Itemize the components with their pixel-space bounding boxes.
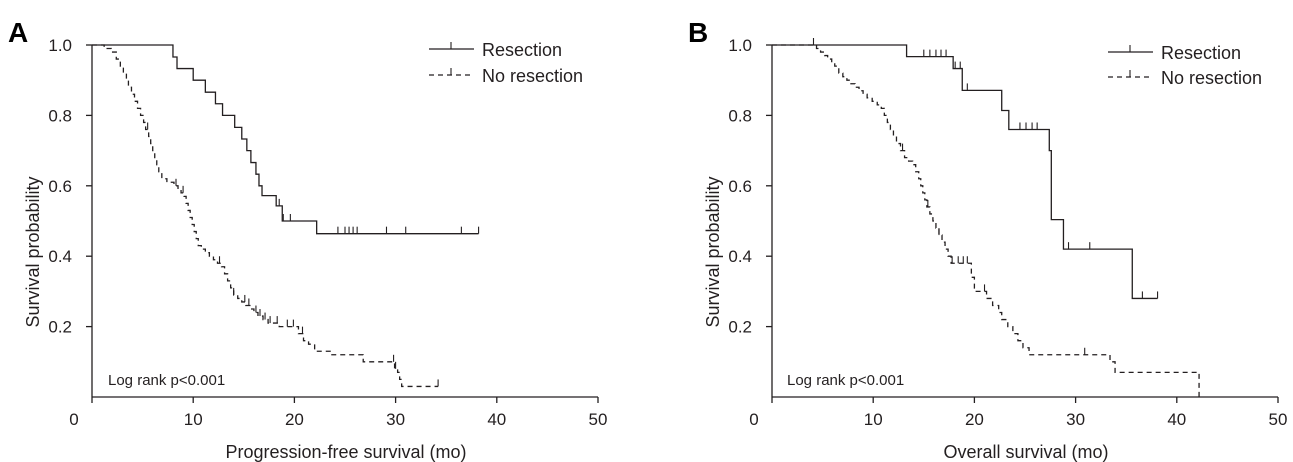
panel-a-y-tick-label: 0.2	[48, 318, 72, 337]
panel-b-y-tick-label: 1.0	[728, 36, 752, 55]
panel-a-curve-resection	[92, 44, 479, 235]
panel-b-x-tick-label: 10	[864, 410, 883, 429]
panel-b-x-tick-label: 50	[1269, 410, 1288, 429]
panel-b-curve-no-resection	[772, 44, 1200, 397]
panel-a-x-axis-title: Progression-free survival (mo)	[225, 442, 466, 462]
panel-b-x-tick-label: 30	[1066, 410, 1085, 429]
panel-a-x-tick-label: 20	[285, 410, 304, 429]
panel-a-x-axis: 0 10 20 30 40 50	[69, 396, 608, 429]
panel-b-curves	[772, 38, 1200, 397]
panel-a-x-tick-label: 40	[487, 410, 506, 429]
panel-b-log-rank-annotation: Log rank p<0.001	[787, 372, 904, 389]
panel-a-y-tick-label: 0.8	[48, 106, 72, 125]
panel-a-y-tick-label: 0.4	[48, 247, 72, 266]
panel-a-y-tick-label: 1.0	[48, 36, 72, 55]
panel-b-y-tick-label: 0.6	[728, 177, 752, 196]
panel-a-curves	[92, 44, 480, 388]
panel-b-legend: Resection No resection	[1108, 43, 1262, 88]
panel-b-curve-resection	[772, 44, 1158, 300]
panel-a-y-tick-label: 0.6	[48, 177, 72, 196]
panel-a-log-rank-annotation: Log rank p<0.001	[108, 372, 225, 389]
panel-b-x-axis-title: Overall survival (mo)	[943, 442, 1108, 462]
panel-a-x-tick-label: 0	[69, 410, 78, 429]
panel-a-legend: Resection No resection	[429, 40, 583, 86]
panel-b-chart: B 0.2 0.4 0.6 0.8 1.0 0 10 20 30 40 50 Survival p…	[688, 17, 1287, 462]
panel-b-x-tick-label: 40	[1167, 410, 1186, 429]
panel-b-x-tick-label: 20	[965, 410, 984, 429]
panel-a-letter: A	[8, 17, 28, 48]
panel-a-legend-no-resection: No resection	[482, 66, 583, 86]
panel-a-x-tick-label: 30	[386, 410, 405, 429]
panel-b-y-tick-label: 0.8	[728, 106, 752, 125]
panel-b-y-tick-label: 0.2	[728, 318, 752, 337]
panel-b-y-axis-title: Survival probability	[703, 176, 723, 327]
panel-a-y-axis-title: Survival probability	[23, 176, 43, 327]
panel-b-x-axis: 0 10 20 30 40 50	[749, 396, 1288, 429]
panel-b-legend-resection: Resection	[1161, 43, 1241, 63]
panel-b-x-tick-label: 0	[749, 410, 758, 429]
panel-a-curve-no-resection	[92, 44, 439, 388]
panel-a-chart: A 0.2 0.4 0.6 0.8 1.0 0 10 20 30 40 50 Survival p…	[8, 17, 607, 462]
panel-b-legend-no-resection: No resection	[1161, 68, 1262, 88]
panel-a-x-tick-label: 50	[589, 410, 608, 429]
panel-a-y-axis: 0.2 0.4 0.6 0.8 1.0	[48, 36, 93, 397]
panel-b-y-axis: 0.2 0.4 0.6 0.8 1.0	[728, 36, 773, 397]
panel-a-legend-resection: Resection	[482, 40, 562, 60]
panel-b-letter: B	[688, 17, 708, 48]
panel-b-y-tick-label: 0.4	[728, 247, 752, 266]
panel-a-x-tick-label: 10	[184, 410, 203, 429]
